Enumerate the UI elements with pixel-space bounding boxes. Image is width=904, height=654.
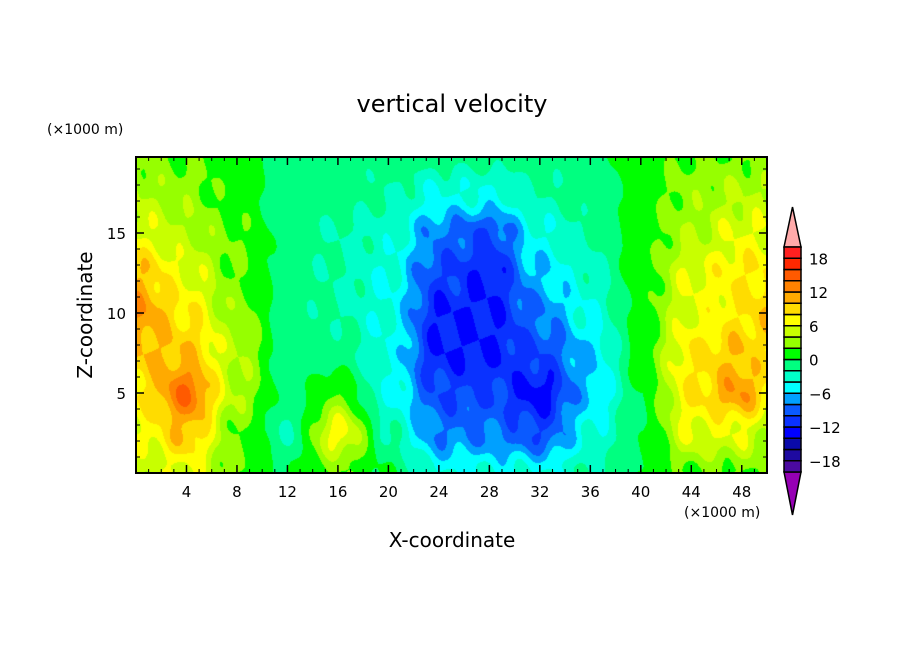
colorbar-box bbox=[783, 426, 802, 439]
x-tick-label: 44 bbox=[682, 483, 701, 501]
colorbar-tick-label: −12 bbox=[809, 419, 841, 437]
colorbar-box bbox=[783, 460, 802, 473]
colorbar-box bbox=[783, 347, 802, 361]
colorbar-under-triangle bbox=[783, 471, 802, 516]
colorbar-box bbox=[783, 291, 802, 304]
y-axis-label: Z-coordinate bbox=[73, 251, 97, 378]
colorbar-box bbox=[783, 370, 802, 383]
colorbar-box bbox=[783, 268, 802, 282]
x-tick-label: 8 bbox=[232, 483, 242, 501]
x-tick-label: 32 bbox=[530, 483, 549, 501]
colorbar-box bbox=[783, 437, 802, 451]
colorbar-box bbox=[783, 381, 802, 394]
chart-title: vertical velocity bbox=[357, 90, 548, 118]
x-tick-label: 28 bbox=[480, 483, 499, 501]
x-tick-label: 16 bbox=[328, 483, 347, 501]
x-tick-label: 48 bbox=[732, 483, 751, 501]
colorbar-tick-label: 6 bbox=[809, 318, 819, 336]
colorbar-box bbox=[783, 415, 802, 428]
plot-frame bbox=[135, 156, 768, 474]
x-tick-label: 12 bbox=[278, 483, 297, 501]
contour-field bbox=[136, 157, 767, 473]
colorbar-box bbox=[783, 246, 802, 259]
colorbar-box bbox=[783, 336, 802, 349]
colorbar-box bbox=[783, 392, 802, 406]
x-tick-label: 36 bbox=[581, 483, 600, 501]
colorbar-box bbox=[783, 302, 802, 316]
colorbar-box bbox=[783, 448, 802, 462]
x-tick-label: 20 bbox=[379, 483, 398, 501]
x-units-label: (×1000 m) bbox=[684, 505, 760, 521]
colorbar-box bbox=[783, 257, 802, 271]
y-units-label: (×1000 m) bbox=[47, 122, 123, 138]
colorbar-box bbox=[783, 313, 802, 327]
y-tick-label: 15 bbox=[107, 225, 126, 243]
y-tick-label: 10 bbox=[107, 305, 126, 323]
colorbar-tick-label: 0 bbox=[809, 352, 819, 370]
x-tick-label: 24 bbox=[429, 483, 448, 501]
colorbar-box bbox=[783, 280, 802, 293]
colorbar-tick-label: 12 bbox=[809, 284, 828, 302]
colorbar-box bbox=[783, 403, 802, 417]
x-tick-label: 4 bbox=[182, 483, 192, 501]
colorbar-tick-label: 18 bbox=[809, 250, 828, 268]
x-tick-label: 40 bbox=[631, 483, 650, 501]
colorbar-box bbox=[783, 358, 802, 372]
x-axis-label: X-coordinate bbox=[389, 528, 516, 552]
colorbar-tick-label: −6 bbox=[809, 385, 831, 403]
colorbar-over-triangle bbox=[783, 206, 802, 248]
colorbar-box bbox=[783, 325, 802, 338]
colorbar-tick-label: −18 bbox=[809, 453, 841, 471]
y-tick-label: 5 bbox=[116, 385, 126, 403]
